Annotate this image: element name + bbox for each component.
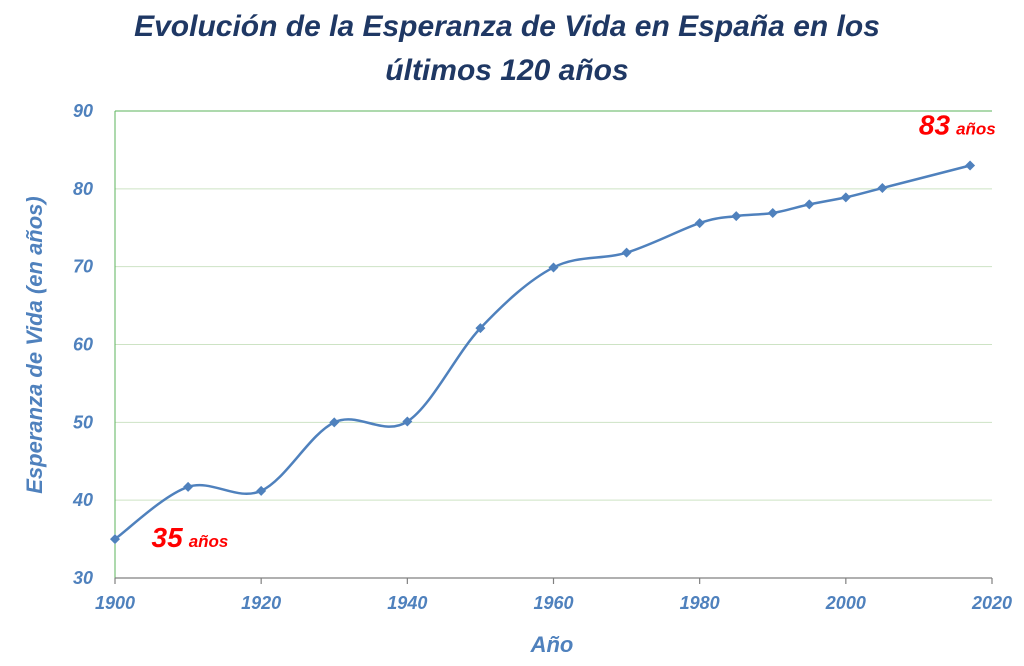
data-point-marker: [475, 323, 486, 334]
series-line: [114, 164, 971, 541]
x-tick-label: 1980: [680, 593, 720, 613]
gridlines: [115, 110, 992, 501]
data-point-marker: [694, 218, 705, 229]
data-point-marker: [183, 481, 194, 492]
y-tick-label: 40: [72, 490, 93, 510]
data-point-marker: [767, 207, 778, 218]
y-tick-label: 30: [73, 568, 93, 588]
y-tick-label: 70: [73, 257, 93, 277]
x-tick-label: 1900: [95, 593, 135, 613]
data-point-marker: [877, 183, 888, 194]
data-point-marker: [548, 262, 559, 273]
data-point-marker: [731, 211, 742, 222]
annotation-unit: años: [189, 532, 229, 551]
annotation-value: 83: [919, 109, 951, 140]
y-tick-label: 80: [73, 179, 93, 199]
y-tick-label: 50: [73, 412, 93, 432]
chart-title-line2: últimos 120 años: [385, 54, 628, 87]
x-tick-label: 2020: [971, 593, 1012, 613]
data-point-marker: [256, 485, 267, 496]
x-axis-label: Año: [530, 632, 574, 657]
y-tick-label: 60: [73, 335, 93, 355]
annotation-label: 35 años: [152, 522, 229, 553]
annotations: 35 años 83 años: [152, 109, 996, 553]
x-tick-label: 1940: [387, 593, 427, 613]
y-axis-label: Esperanza de Vida (en años): [22, 196, 47, 494]
x-tick-label: 1960: [533, 593, 573, 613]
data-point-marker: [621, 247, 632, 258]
data-point-marker: [329, 417, 340, 428]
data-point-marker: [840, 192, 851, 203]
y-tick-label: 90: [73, 101, 93, 121]
tick-labels: 30 40 50 60 70 80 90 1900 1920 1940 1960 1980 2000 20…: [72, 101, 1012, 613]
x-tick-label: 2000: [825, 593, 866, 613]
annotation-unit: años: [956, 119, 996, 138]
x-tick-label: 1920: [241, 593, 281, 613]
series-markers: [110, 160, 976, 545]
data-point-marker: [965, 160, 976, 171]
chart-title-line1: Evolución de la Esperanza de Vida en Esp…: [134, 10, 880, 43]
axes: [114, 111, 993, 584]
data-point-marker: [110, 534, 120, 545]
data-point-marker: [804, 199, 815, 210]
annotation-label: 83 años: [919, 109, 996, 140]
data-point-marker: [402, 416, 413, 427]
annotation-value: 35: [152, 522, 184, 553]
